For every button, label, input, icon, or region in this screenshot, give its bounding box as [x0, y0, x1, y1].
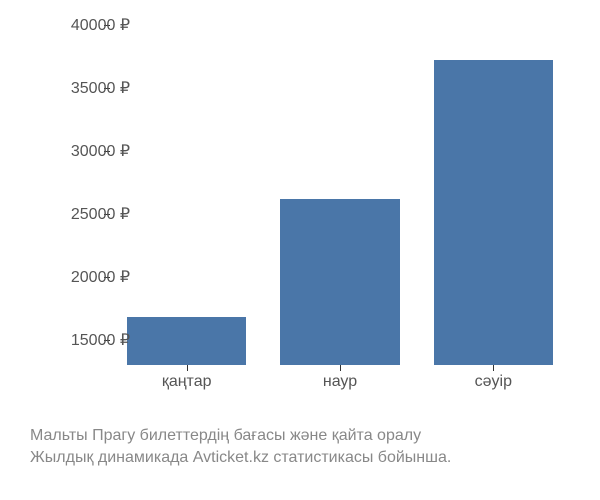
bar: [280, 199, 400, 365]
caption-line-1: Мальты Прагу билеттердің бағасы және қай…: [30, 425, 570, 447]
x-axis-label: сәуір: [475, 373, 512, 391]
y-axis-label: 20000 ₽: [71, 267, 130, 287]
bar: [127, 317, 247, 365]
plot-area: қаңтарнаурсәуір: [110, 25, 570, 365]
y-axis-label: 35000 ₽: [71, 78, 130, 98]
x-axis-label: наур: [323, 373, 357, 391]
x-tick-mark: [340, 365, 341, 371]
chart-caption: Мальты Прагу билеттердің бағасы және қай…: [30, 425, 570, 470]
y-axis-label: 25000 ₽: [71, 204, 130, 224]
y-axis-label: 15000 ₽: [71, 330, 130, 350]
bar: [434, 60, 554, 365]
price-chart: қаңтар наур сәуір: [110, 25, 570, 395]
x-tick-mark: [187, 365, 188, 371]
caption-line-2: Жылдық динамикада Avticket.kz статистика…: [30, 447, 570, 469]
y-axis-label: 40000 ₽: [71, 15, 130, 35]
x-axis-label: қаңтар: [162, 373, 212, 391]
y-axis-label: 30000 ₽: [71, 141, 130, 161]
x-tick-mark: [493, 365, 494, 371]
